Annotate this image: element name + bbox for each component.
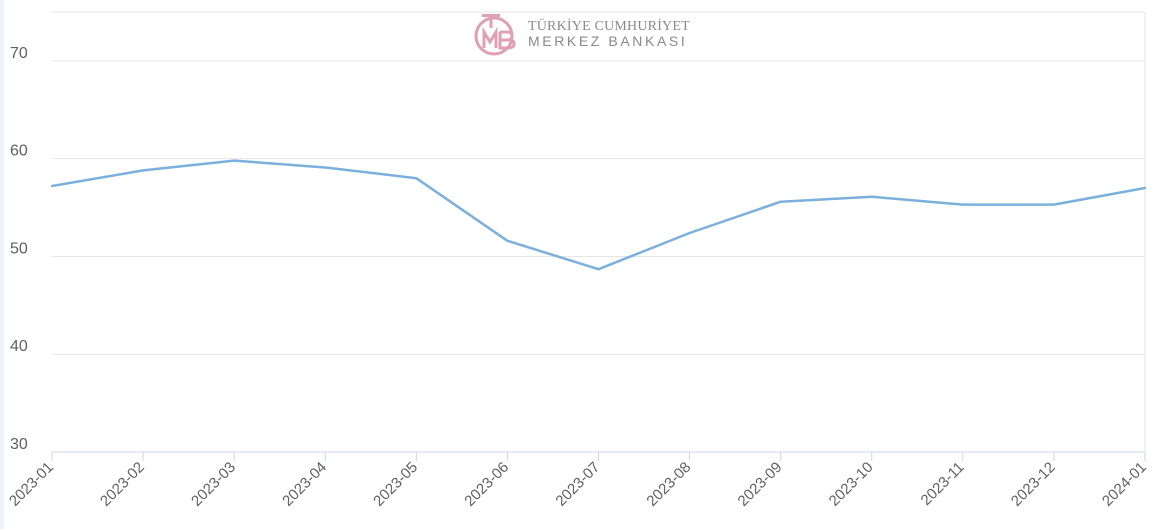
left-edge-strip: [0, 0, 4, 529]
x-tick-label: 2023-05: [370, 459, 421, 510]
x-tick-label: 2023-04: [279, 459, 330, 510]
x-tick-label: 2023-10: [826, 459, 877, 510]
data-point: [142, 169, 145, 172]
y-tick-label: 30: [10, 436, 28, 453]
x-tick-label: 2023-03: [188, 459, 239, 510]
data-point: [779, 200, 782, 203]
data-point: [597, 268, 600, 271]
x-tick-label: 2023-11: [918, 459, 968, 509]
x-tick-label: 2023-01: [6, 459, 57, 510]
data-point: [415, 177, 418, 180]
x-tick-label: 2023-12: [1008, 459, 1059, 510]
data-point: [51, 185, 54, 188]
y-tick-label: 50: [10, 240, 28, 257]
data-point: [688, 231, 691, 234]
y-tick-label: 40: [10, 338, 28, 355]
series-line-0: [50, 159, 1147, 271]
data-point: [961, 203, 964, 206]
data-point: [1052, 203, 1055, 206]
logo-text-line2: MERKEZ BANKASI: [528, 33, 688, 49]
tcmb-emblem-icon: [474, 14, 516, 56]
x-tick-label: 2024-01: [1099, 459, 1150, 510]
tcmb-logo: TÜRKİYE CUMHURİYET MERKEZ BANKASI: [472, 12, 690, 56]
data-point: [506, 239, 509, 242]
logo-text-line1: TÜRKİYE CUMHURİYET: [528, 19, 690, 34]
data-point: [870, 195, 873, 198]
data-point: [1144, 187, 1147, 190]
x-tick-label: 2023-09: [735, 459, 786, 510]
x-tick-label: 2023-08: [643, 459, 694, 510]
x-tick-label: 2023-07: [552, 459, 603, 510]
y-tick-label: 60: [10, 143, 28, 160]
x-tick-label: 2023-06: [461, 459, 512, 510]
y-tick-label: 70: [10, 45, 28, 62]
data-point: [233, 159, 236, 162]
x-tick-label: 2023-02: [97, 459, 148, 510]
data-point: [324, 166, 327, 169]
